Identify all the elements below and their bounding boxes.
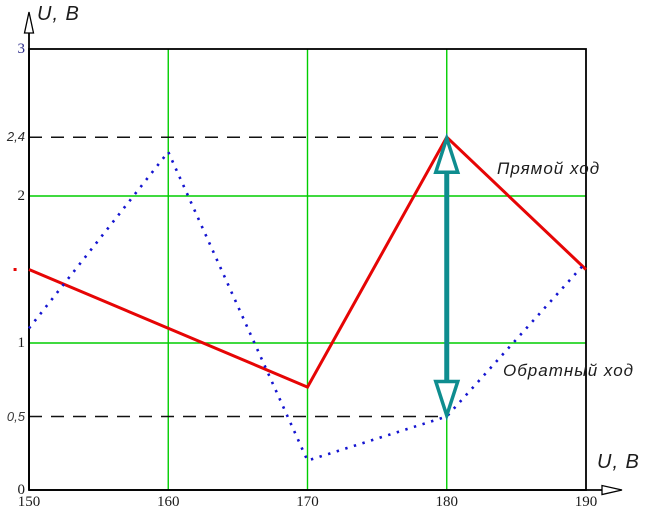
x-tick-label: 180 [435, 494, 459, 510]
reverse-curve-label: Обратный ход [503, 361, 635, 380]
y-tick-label: 2,4 [6, 129, 25, 145]
x-axis-arrowhead [601, 484, 623, 496]
y-tick-label: 1 [17, 335, 26, 351]
x-tick-label: 170 [296, 494, 319, 510]
x-axis-title: U, B [597, 451, 640, 473]
forward-curve-label: Прямой ход [497, 159, 601, 178]
forward-curve [28, 134, 588, 390]
y-tick-label: 2 [17, 188, 26, 204]
stray-point [13, 268, 17, 271]
x-tick-label: 160 [157, 494, 180, 510]
hysteresis-arrow-down-head [433, 379, 461, 422]
y-tick-label: 3 [17, 41, 26, 57]
y-axis-arrowhead [23, 11, 35, 34]
x-tick-label: 150 [17, 494, 41, 510]
y-tick-label: 0 [17, 482, 26, 498]
y-tick-label: 0,5 [6, 408, 25, 424]
y-axis-title: U, B [37, 3, 80, 25]
hysteresis-arrow-up-head [433, 132, 461, 174]
x-tick-label: 190 [574, 494, 598, 510]
